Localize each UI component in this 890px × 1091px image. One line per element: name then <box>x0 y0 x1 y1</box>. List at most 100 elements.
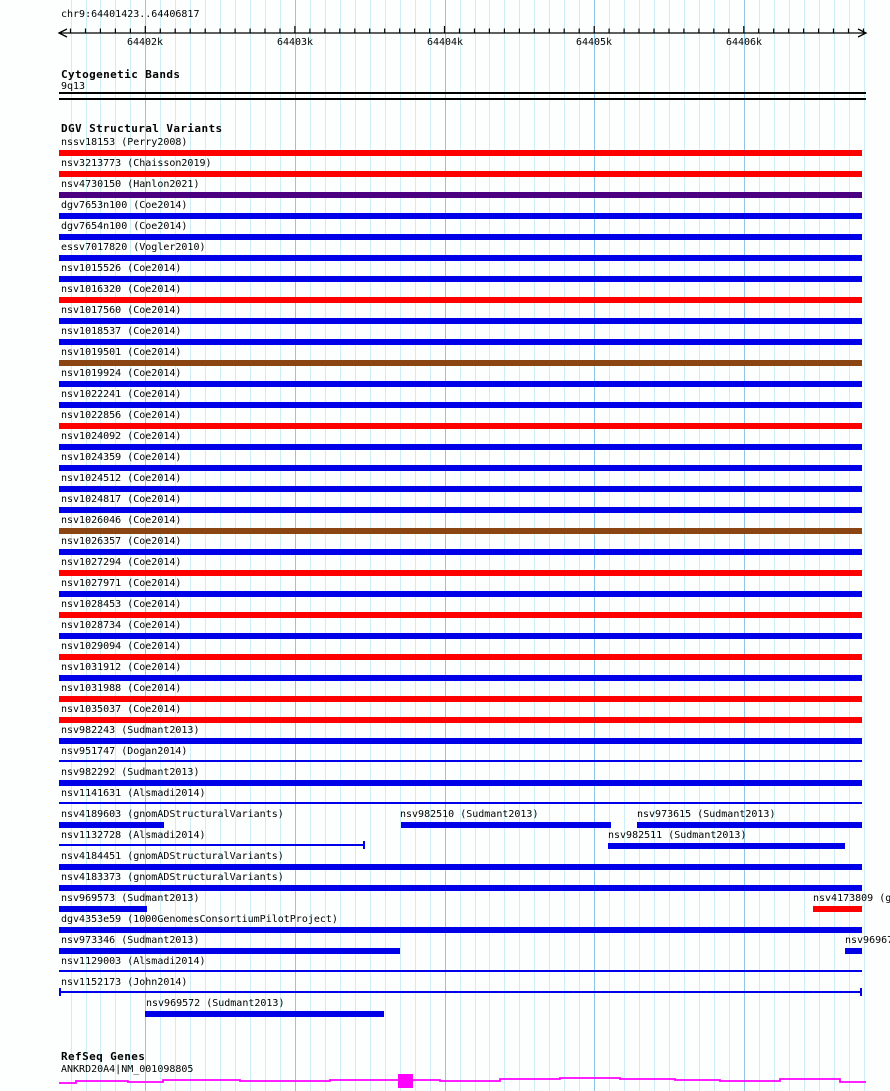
cytoband-bar[interactable] <box>59 92 866 100</box>
variant-label[interactable]: nsv1024092 (Coe2014) <box>61 431 182 442</box>
variant-label[interactable]: nsv1028734 (Coe2014) <box>61 620 182 631</box>
variant-bar[interactable] <box>59 844 365 846</box>
variant-bar[interactable] <box>59 927 862 933</box>
variant-bar[interactable] <box>59 339 862 345</box>
variant-label[interactable]: nsv1018537 (Coe2014) <box>61 326 182 337</box>
variant-label[interactable]: nsv1129003 (Alsmadi2014) <box>61 956 206 967</box>
variant-bar[interactable] <box>59 948 400 954</box>
coordinate-ruler[interactable] <box>0 0 890 56</box>
variant-bar[interactable] <box>59 192 862 198</box>
variant-label[interactable]: nsv4184451 (gnomADStructuralVariants) <box>61 851 284 862</box>
variant-label[interactable]: nsv951747 (Dogan2014) <box>61 746 188 757</box>
gridline-minor <box>803 0 805 1091</box>
variant-label[interactable]: dgv7654n100 (Coe2014) <box>61 221 188 232</box>
variant-bar[interactable] <box>59 864 862 870</box>
variant-label[interactable]: nsv969572 (Sudmant2013) <box>146 998 285 1009</box>
variant-bar[interactable] <box>59 675 862 681</box>
variant-bar[interactable] <box>59 549 862 555</box>
variant-bar[interactable] <box>59 633 862 639</box>
variant-label[interactable]: nsv1152173 (John2014) <box>61 977 188 988</box>
variant-bar[interactable] <box>59 591 862 597</box>
variant-bar[interactable] <box>59 717 862 723</box>
variant-label[interactable]: nsv1031988 (Coe2014) <box>61 683 182 694</box>
variant-label[interactable]: nsv1022241 (Coe2014) <box>61 389 182 400</box>
variant-label[interactable]: nsv1024359 (Coe2014) <box>61 452 182 463</box>
variant-bar[interactable] <box>59 885 862 891</box>
variant-label[interactable]: nsv96967 <box>845 935 890 946</box>
variant-label[interactable]: nsv4189603 (gnomADStructuralVariants) <box>61 809 284 820</box>
variant-label[interactable]: nsv982243 (Sudmant2013) <box>61 725 200 736</box>
variant-bar[interactable] <box>401 822 611 828</box>
variant-label[interactable]: nsv1019924 (Coe2014) <box>61 368 182 379</box>
variant-label[interactable]: nsv1026357 (Coe2014) <box>61 536 182 547</box>
variant-bar[interactable] <box>637 822 862 828</box>
variant-label[interactable]: nsv1019501 (Coe2014) <box>61 347 182 358</box>
variant-bar[interactable] <box>59 276 862 282</box>
variant-bar[interactable] <box>59 465 862 471</box>
variant-label[interactable]: nsv4183373 (gnomADStructuralVariants) <box>61 872 284 883</box>
variant-label[interactable]: nsv4173809 (g <box>813 893 890 904</box>
variant-label[interactable]: nsv982511 (Sudmant2013) <box>608 830 747 841</box>
variant-bar[interactable] <box>59 802 862 804</box>
variant-label[interactable]: dgv4353e59 (1000GenomesConsortiumPilotPr… <box>61 914 338 925</box>
variant-bar[interactable] <box>59 150 862 156</box>
variant-label[interactable]: nsv1015526 (Coe2014) <box>61 263 182 274</box>
variant-bar[interactable] <box>59 234 862 240</box>
variant-label[interactable]: nsv969573 (Sudmant2013) <box>61 893 200 904</box>
variant-label[interactable]: nsv973346 (Sudmant2013) <box>61 935 200 946</box>
variant-label[interactable]: nsv1029094 (Coe2014) <box>61 641 182 652</box>
variant-bar[interactable] <box>59 507 862 513</box>
variant-bar[interactable] <box>59 171 862 177</box>
variant-bar[interactable] <box>59 970 862 972</box>
variant-label[interactable]: nsv1024512 (Coe2014) <box>61 473 182 484</box>
variant-bar[interactable] <box>59 991 862 993</box>
variant-label[interactable]: nsv1141631 (Alsmadi2014) <box>61 788 206 799</box>
variant-label[interactable]: nsv1022856 (Coe2014) <box>61 410 182 421</box>
variant-label[interactable]: dgv7653n100 (Coe2014) <box>61 200 188 211</box>
variant-bar[interactable] <box>59 402 862 408</box>
variant-bar[interactable] <box>59 654 862 660</box>
variant-label[interactable]: nsv1027294 (Coe2014) <box>61 557 182 568</box>
variant-bar[interactable] <box>59 381 862 387</box>
variant-label[interactable]: nsv4730150 (Hanlon2021) <box>61 179 200 190</box>
variant-label[interactable]: nsv3213773 (Chaisson2019) <box>61 158 212 169</box>
variant-bar[interactable] <box>59 297 862 303</box>
gene-label[interactable]: ANKRD20A4|NM_001098805 <box>61 1064 194 1075</box>
variant-bar[interactable] <box>59 760 862 762</box>
variant-label[interactable]: nsv1031912 (Coe2014) <box>61 662 182 673</box>
variant-label[interactable]: nsv1017560 (Coe2014) <box>61 305 182 316</box>
variant-label[interactable]: nssv18153 (Perry2008) <box>61 137 188 148</box>
variant-bar[interactable] <box>59 255 862 261</box>
variant-bar[interactable] <box>59 423 862 429</box>
variant-label[interactable]: nsv1028453 (Coe2014) <box>61 599 182 610</box>
variant-label[interactable]: nsv1035037 (Coe2014) <box>61 704 182 715</box>
variant-label[interactable]: nsv973615 (Sudmant2013) <box>637 809 776 820</box>
variant-bar[interactable] <box>59 696 862 702</box>
variant-label[interactable]: nsv1132728 (Alsmadi2014) <box>61 830 206 841</box>
variant-bar[interactable] <box>59 318 862 324</box>
gridline-minor <box>728 0 730 1091</box>
variant-label[interactable]: nsv1016320 (Coe2014) <box>61 284 182 295</box>
variant-label[interactable]: nsv982510 (Sudmant2013) <box>400 809 539 820</box>
variant-bar[interactable] <box>813 906 862 912</box>
variant-label[interactable]: nsv1024817 (Coe2014) <box>61 494 182 505</box>
gridline-minor <box>654 0 655 1091</box>
variant-label[interactable]: nsv982292 (Sudmant2013) <box>61 767 200 778</box>
variant-label[interactable]: nsv1027971 (Coe2014) <box>61 578 182 589</box>
variant-bar[interactable] <box>59 780 862 786</box>
variant-bar[interactable] <box>59 612 862 618</box>
variant-bar[interactable] <box>145 1011 384 1017</box>
variant-bar[interactable] <box>59 906 147 912</box>
variant-bar[interactable] <box>608 843 845 849</box>
variant-bar[interactable] <box>59 486 862 492</box>
variant-bar[interactable] <box>59 360 862 366</box>
variant-bar[interactable] <box>59 822 164 828</box>
variant-bar[interactable] <box>59 738 862 744</box>
variant-bar[interactable] <box>845 948 862 954</box>
variant-bar[interactable] <box>59 570 862 576</box>
variant-bar[interactable] <box>59 528 862 534</box>
variant-label[interactable]: essv7017820 (Vogler2010) <box>61 242 206 253</box>
variant-bar[interactable] <box>59 444 862 450</box>
variant-label[interactable]: nsv1026046 (Coe2014) <box>61 515 182 526</box>
variant-bar[interactable] <box>59 213 862 219</box>
